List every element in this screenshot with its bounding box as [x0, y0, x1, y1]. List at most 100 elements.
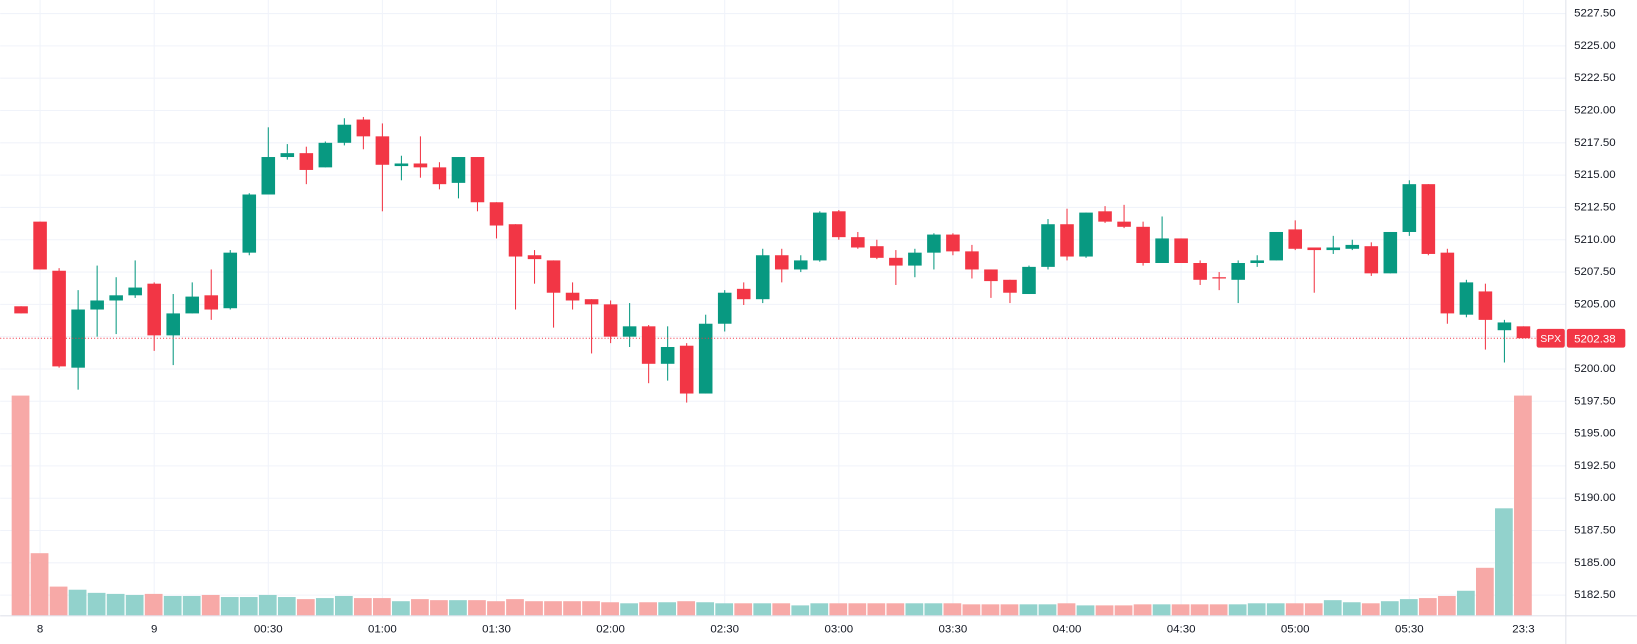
candle-body: [793, 260, 808, 270]
volume-bar: [1304, 603, 1323, 616]
volume-bar: [334, 595, 353, 616]
volume-bar: [563, 601, 581, 616]
volume-bar: [1342, 602, 1361, 616]
volume-bar: [601, 602, 619, 616]
volume-bar: [1247, 603, 1266, 616]
volume-bar: [1133, 604, 1152, 616]
candle-body: [1003, 279, 1017, 293]
y-tick-label: 5220.00: [1574, 105, 1615, 117]
volume-bar: [658, 602, 677, 616]
candle-body: [470, 157, 485, 203]
candle-body: [832, 211, 846, 238]
y-tick-label: 5182.50: [1574, 589, 1615, 601]
volume-bar: [829, 603, 848, 616]
x-tick-label: 02:30: [710, 623, 739, 635]
y-tick-label: 5215.00: [1574, 169, 1615, 181]
volume-bar: [677, 601, 696, 616]
volume-bar: [353, 598, 372, 616]
volume-bar: [296, 599, 315, 616]
y-tick-label: 5222.50: [1574, 72, 1615, 84]
candle-body: [908, 252, 922, 266]
volume-bar: [468, 600, 486, 616]
volume-bar: [506, 599, 524, 616]
candle-body: [1098, 211, 1112, 222]
candle-body: [1250, 260, 1264, 263]
candle-body: [299, 153, 314, 170]
volume-bar: [905, 603, 924, 616]
volume-bar: [1285, 603, 1304, 616]
candle-body: [660, 347, 675, 364]
y-tick-label: 5205.00: [1574, 298, 1615, 310]
volume-bar: [1437, 595, 1456, 616]
volume-bar: [734, 603, 753, 616]
volume-bar: [487, 601, 505, 616]
volume-bar: [201, 594, 220, 616]
symbol-tag: [1536, 328, 1565, 348]
candle-body: [813, 212, 827, 261]
candle-body: [927, 234, 941, 253]
volume-bar: [525, 601, 543, 616]
y-tick-label: 5190.00: [1574, 492, 1615, 504]
candle-body: [1497, 322, 1512, 331]
price-tag: [1566, 328, 1626, 348]
candle-body: [851, 237, 865, 248]
candle-body: [356, 119, 371, 137]
candle-body: [1478, 291, 1493, 320]
y-tick-label: 5192.50: [1574, 460, 1615, 472]
x-tick-label: 01:30: [482, 623, 511, 635]
y-tick-label: 5227.50: [1574, 8, 1615, 20]
volume-bar: [848, 603, 867, 616]
x-tick-label: 9: [151, 623, 157, 635]
volume-bar: [49, 586, 68, 616]
candle-body: [261, 157, 276, 195]
candle-body: [1022, 266, 1036, 295]
candle-body: [641, 326, 656, 364]
volume-bar: [696, 602, 715, 616]
volume-bar: [1323, 600, 1342, 616]
volume-bar: [1171, 604, 1190, 616]
candle-body: [337, 124, 352, 143]
candle-body: [394, 163, 409, 167]
volume-bar: [1514, 395, 1532, 616]
candle-body: [889, 257, 903, 266]
y-tick-label: 5207.50: [1574, 266, 1615, 278]
candle-body: [242, 194, 257, 253]
candle-body: [147, 283, 161, 336]
candle-body: [546, 260, 561, 293]
candle-body: [33, 221, 47, 270]
candle-body: [774, 255, 789, 270]
volume-bar: [125, 594, 144, 616]
candle-body: [166, 313, 180, 336]
volume-bar: [106, 593, 125, 616]
candle-body: [717, 292, 732, 324]
candle-body: [223, 252, 238, 309]
y-tick-label: 5210.00: [1574, 234, 1615, 246]
volume-bar: [182, 595, 201, 616]
volume-bar: [1399, 599, 1418, 616]
volume-bar: [1114, 605, 1133, 616]
candle-body: [603, 304, 618, 337]
candle-body: [1326, 247, 1341, 251]
y-tick-label: 5225.00: [1574, 40, 1615, 52]
volume-bar: [886, 603, 905, 616]
y-tick-label: 5197.50: [1574, 395, 1615, 407]
volume-bar: [220, 597, 239, 616]
volume-bar: [1228, 604, 1247, 616]
candle-body: [698, 323, 713, 394]
volume-bar: [620, 603, 638, 616]
candle-body: [508, 224, 523, 257]
candle-body: [280, 153, 295, 158]
x-tick-label: 23:3: [1512, 623, 1534, 635]
candle-body: [375, 136, 390, 165]
candle-body: [1041, 224, 1055, 267]
volume-bar: [924, 603, 943, 616]
volume-bar: [1152, 604, 1171, 616]
candle-body: [1117, 221, 1131, 227]
last-price-label: 5202.38: [1574, 333, 1615, 345]
candle-body: [1421, 184, 1436, 254]
volume-bar: [277, 597, 296, 616]
volume-bar: [1190, 604, 1209, 616]
x-tick-label: 00:30: [254, 623, 283, 635]
volume-bar: [87, 592, 106, 616]
